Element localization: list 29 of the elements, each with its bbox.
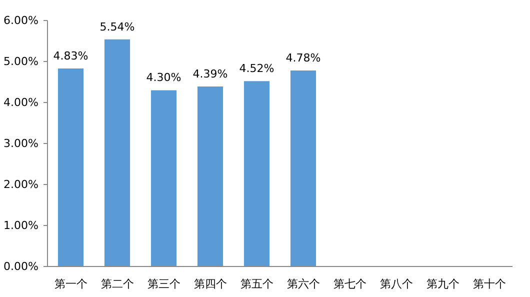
bar	[150, 90, 177, 266]
data-label: 5.54%	[100, 20, 135, 34]
y-tick-label: 2.00%	[4, 178, 39, 191]
x-tick-label: 第二个	[100, 278, 134, 290]
bar	[290, 70, 316, 266]
y-tick-label: 5.00%	[4, 55, 39, 68]
x-tick-label: 第八个	[380, 278, 413, 290]
y-tick-label: 1.00%	[4, 219, 39, 232]
y-tick-label: 4.00%	[4, 96, 39, 109]
x-tick-label: 第五个	[240, 278, 274, 290]
y-tick-label: 6.00%	[4, 14, 39, 27]
bar	[58, 68, 84, 266]
y-tick-label: 0.00%	[4, 260, 39, 273]
bar	[197, 86, 224, 266]
x-tick-label: 第十个	[472, 278, 506, 290]
x-tick-label: 第六个	[286, 278, 320, 290]
x-tick-label: 第一个	[54, 278, 88, 290]
x-tick-label: 第四个	[194, 278, 227, 290]
x-tick-label: 第九个	[426, 278, 460, 290]
data-label: 4.52%	[239, 62, 274, 76]
data-label: 4.39%	[192, 68, 228, 81]
data-label: 4.83%	[53, 49, 88, 62]
data-label: 4.78%	[286, 52, 321, 65]
bar	[104, 39, 130, 266]
data-label: 4.30%	[146, 71, 182, 84]
y-tick-label: 3.00%	[4, 137, 39, 150]
x-tick-label: 第七个	[333, 278, 366, 290]
bar	[244, 81, 270, 266]
x-tick-label: 第三个	[147, 278, 180, 290]
